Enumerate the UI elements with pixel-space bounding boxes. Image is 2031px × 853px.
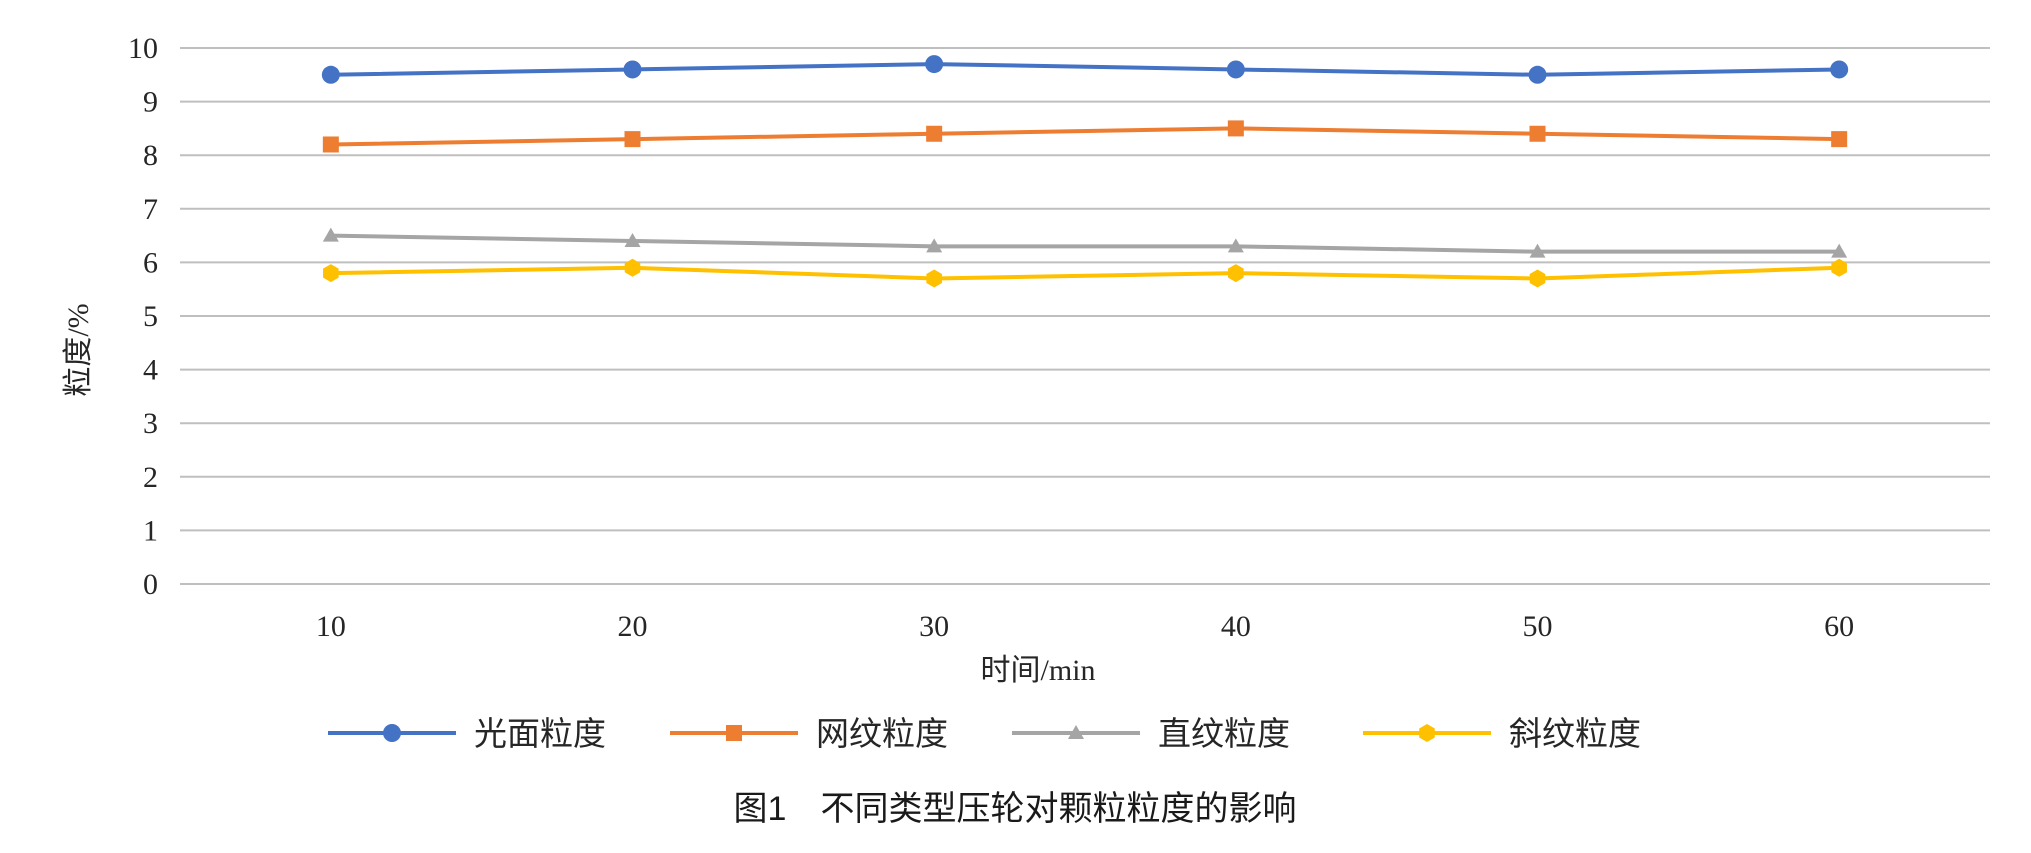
legend: 光面粒度 网纹粒度 直纹粒度 斜纹粒度 <box>328 716 1641 753</box>
legend-marker <box>1419 724 1435 742</box>
legend-label: 直纹粒度 <box>1158 716 1290 753</box>
x-tick-label: 50 <box>1523 610 1553 643</box>
data-point <box>624 232 641 247</box>
data-point <box>624 131 641 148</box>
legend-label: 网纹粒度 <box>816 716 948 753</box>
data-point <box>1528 65 1547 84</box>
legend-marker <box>1068 725 1084 739</box>
data-point <box>322 136 339 153</box>
x-tick-label: 20 <box>618 610 648 643</box>
y-tick-label: 7 <box>143 193 158 226</box>
y-tick-label: 8 <box>143 139 158 172</box>
x-tick-label: 30 <box>919 610 949 643</box>
legend-label: 斜纹粒度 <box>1509 716 1641 753</box>
x-tick-label: 60 <box>1824 610 1854 643</box>
data-point <box>926 125 943 142</box>
data-point <box>321 65 340 84</box>
y-tick-label: 1 <box>143 514 158 547</box>
y-tick-label: 0 <box>143 568 158 601</box>
y-tick-label: 3 <box>143 407 158 440</box>
y-axis-ticks: 0 1 2 3 4 5 6 7 8 9 10 <box>128 32 158 601</box>
data-point <box>926 238 943 253</box>
series-3 <box>322 227 1848 258</box>
data-point <box>624 258 641 277</box>
x-tick-label: 40 <box>1221 610 1251 643</box>
series-line <box>330 126 1840 147</box>
y-tick-label: 10 <box>128 32 158 65</box>
series-line <box>330 265 1840 281</box>
y-axis-title: 粒度/% <box>62 303 95 396</box>
series-4 <box>323 258 1847 288</box>
y-tick-label: 6 <box>143 246 158 279</box>
data-point <box>1529 243 1546 258</box>
data-point <box>1226 60 1245 79</box>
y-tick-label: 2 <box>143 461 158 494</box>
x-axis-title: 时间/min <box>980 654 1095 687</box>
data-point <box>1529 269 1546 288</box>
legend-item: 光面粒度 <box>328 716 606 753</box>
series-group <box>321 55 1849 288</box>
data-point <box>1227 120 1244 137</box>
legend-item: 斜纹粒度 <box>1363 716 1641 753</box>
data-point <box>1228 264 1244 283</box>
y-tick-label: 4 <box>143 354 158 387</box>
legend-item: 网纹粒度 <box>670 716 948 753</box>
series-1 <box>321 55 1849 84</box>
data-point <box>1831 243 1848 258</box>
legend-item: 直纹粒度 <box>1012 716 1290 753</box>
legend-label: 光面粒度 <box>474 716 606 753</box>
series-2 <box>322 120 1848 153</box>
x-axis-ticks: 10 20 30 40 50 60 <box>316 610 1854 643</box>
data-point <box>323 264 339 283</box>
legend-marker <box>383 724 401 742</box>
data-point <box>1831 258 1847 277</box>
x-tick-label: 10 <box>316 610 346 643</box>
data-point <box>623 60 642 79</box>
data-point <box>925 55 944 74</box>
legend-marker <box>726 725 742 741</box>
data-point <box>1831 131 1848 148</box>
y-tick-label: 5 <box>143 300 158 333</box>
y-tick-label: 9 <box>143 86 158 119</box>
series-line <box>330 62 1840 77</box>
data-point <box>926 269 942 288</box>
data-point <box>1830 60 1849 79</box>
figure-caption: 图1 不同类型压轮对颗粒粒度的影响 <box>734 790 1297 828</box>
gridlines <box>180 47 1990 585</box>
data-point <box>322 227 339 242</box>
data-point <box>1227 238 1244 253</box>
series-line <box>330 233 1840 254</box>
data-point <box>1529 125 1546 142</box>
